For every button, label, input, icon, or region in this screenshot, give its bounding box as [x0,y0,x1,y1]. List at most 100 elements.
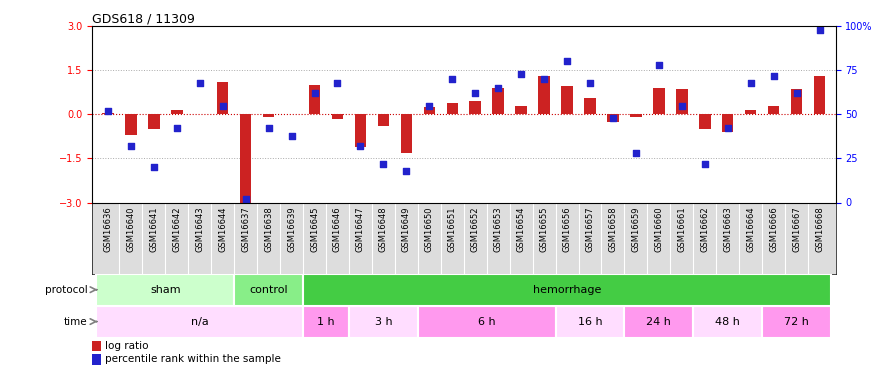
Bar [125,114,136,135]
Point [262,126,276,132]
Point [445,76,459,82]
Bar [653,88,665,114]
Bar [92,340,101,351]
Text: GSM16648: GSM16648 [379,206,388,252]
Bar [584,98,596,114]
Text: GSM16647: GSM16647 [356,206,365,252]
Bar [401,114,412,153]
Point [239,196,253,202]
Bar [234,274,303,306]
Text: 72 h: 72 h [784,316,809,327]
Text: GSM16668: GSM16668 [815,206,824,252]
Bar [515,106,527,114]
Text: GSM16656: GSM16656 [563,206,571,252]
Text: GSM16638: GSM16638 [264,206,273,252]
Text: GSM16653: GSM16653 [493,206,502,252]
Text: GSM16637: GSM16637 [242,206,250,252]
Text: GSM16644: GSM16644 [218,206,228,252]
Bar [378,114,389,126]
Text: GSM16641: GSM16641 [150,206,158,252]
Bar [561,87,573,114]
Point [514,71,528,77]
Text: GSM16652: GSM16652 [471,206,480,252]
Bar [332,114,343,119]
Text: GSM16662: GSM16662 [700,206,710,252]
Text: GSM16660: GSM16660 [654,206,663,252]
Text: GSM16657: GSM16657 [585,206,594,252]
Bar [538,76,550,114]
Bar [262,114,275,117]
Text: 3 h: 3 h [374,316,392,327]
Point [813,27,827,33]
Bar [309,85,320,114]
Bar [303,274,831,306]
Text: percentile rank within the sample: percentile rank within the sample [105,354,281,364]
Point [192,80,206,86]
Point [216,102,230,109]
Point [675,102,689,109]
Text: 6 h: 6 h [478,316,495,327]
Point [789,90,803,96]
Text: GSM16661: GSM16661 [677,206,686,252]
Bar [814,76,825,114]
Point [652,62,666,68]
Bar [762,306,831,338]
Point [606,115,620,121]
Text: GSM16640: GSM16640 [126,206,136,252]
Bar [92,354,101,364]
Point [766,73,780,79]
Bar [791,89,802,114]
Text: GSM16663: GSM16663 [724,206,732,252]
Bar [493,88,504,114]
Bar [722,114,733,132]
Bar [625,306,693,338]
Bar [424,107,435,114]
Text: GSM16654: GSM16654 [516,206,526,252]
Bar [607,114,619,122]
Text: control: control [249,285,288,295]
Text: GSM16651: GSM16651 [448,206,457,252]
Text: GSM16650: GSM16650 [425,206,434,252]
Bar [172,110,183,114]
Bar [676,89,688,114]
Text: GSM16659: GSM16659 [632,206,640,252]
Point [354,143,367,149]
Point [697,161,711,167]
Text: GSM16636: GSM16636 [103,206,113,252]
Bar [446,103,458,114]
Point [468,90,482,96]
Bar [102,113,114,114]
Point [147,164,161,170]
Bar [470,101,481,114]
Bar [96,306,303,338]
Point [629,150,643,156]
Text: n/a: n/a [191,316,208,327]
Bar [148,114,159,129]
Text: GDS618 / 11309: GDS618 / 11309 [92,12,195,25]
Text: GSM16642: GSM16642 [172,206,181,252]
Point [537,76,551,82]
Point [423,102,437,109]
Text: GSM16645: GSM16645 [310,206,319,252]
Point [560,58,574,64]
Text: 24 h: 24 h [647,316,671,327]
Text: 16 h: 16 h [578,316,602,327]
Point [101,108,115,114]
Text: GSM16658: GSM16658 [608,206,618,252]
Text: sham: sham [150,285,180,295]
Text: GSM16667: GSM16667 [792,206,802,252]
Text: GSM16664: GSM16664 [746,206,755,252]
Bar [693,306,762,338]
Text: hemorrhage: hemorrhage [533,285,601,295]
Bar [217,82,228,114]
Text: GSM16639: GSM16639 [287,206,296,252]
Text: GSM16646: GSM16646 [333,206,342,252]
Bar [630,114,641,117]
Bar [96,274,235,306]
Bar [240,114,251,206]
Text: time: time [64,316,88,327]
Point [376,161,390,167]
Point [744,80,758,86]
Point [307,90,321,96]
Text: log ratio: log ratio [105,341,149,351]
